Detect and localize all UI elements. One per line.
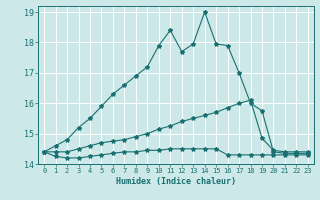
X-axis label: Humidex (Indice chaleur): Humidex (Indice chaleur)	[116, 177, 236, 186]
